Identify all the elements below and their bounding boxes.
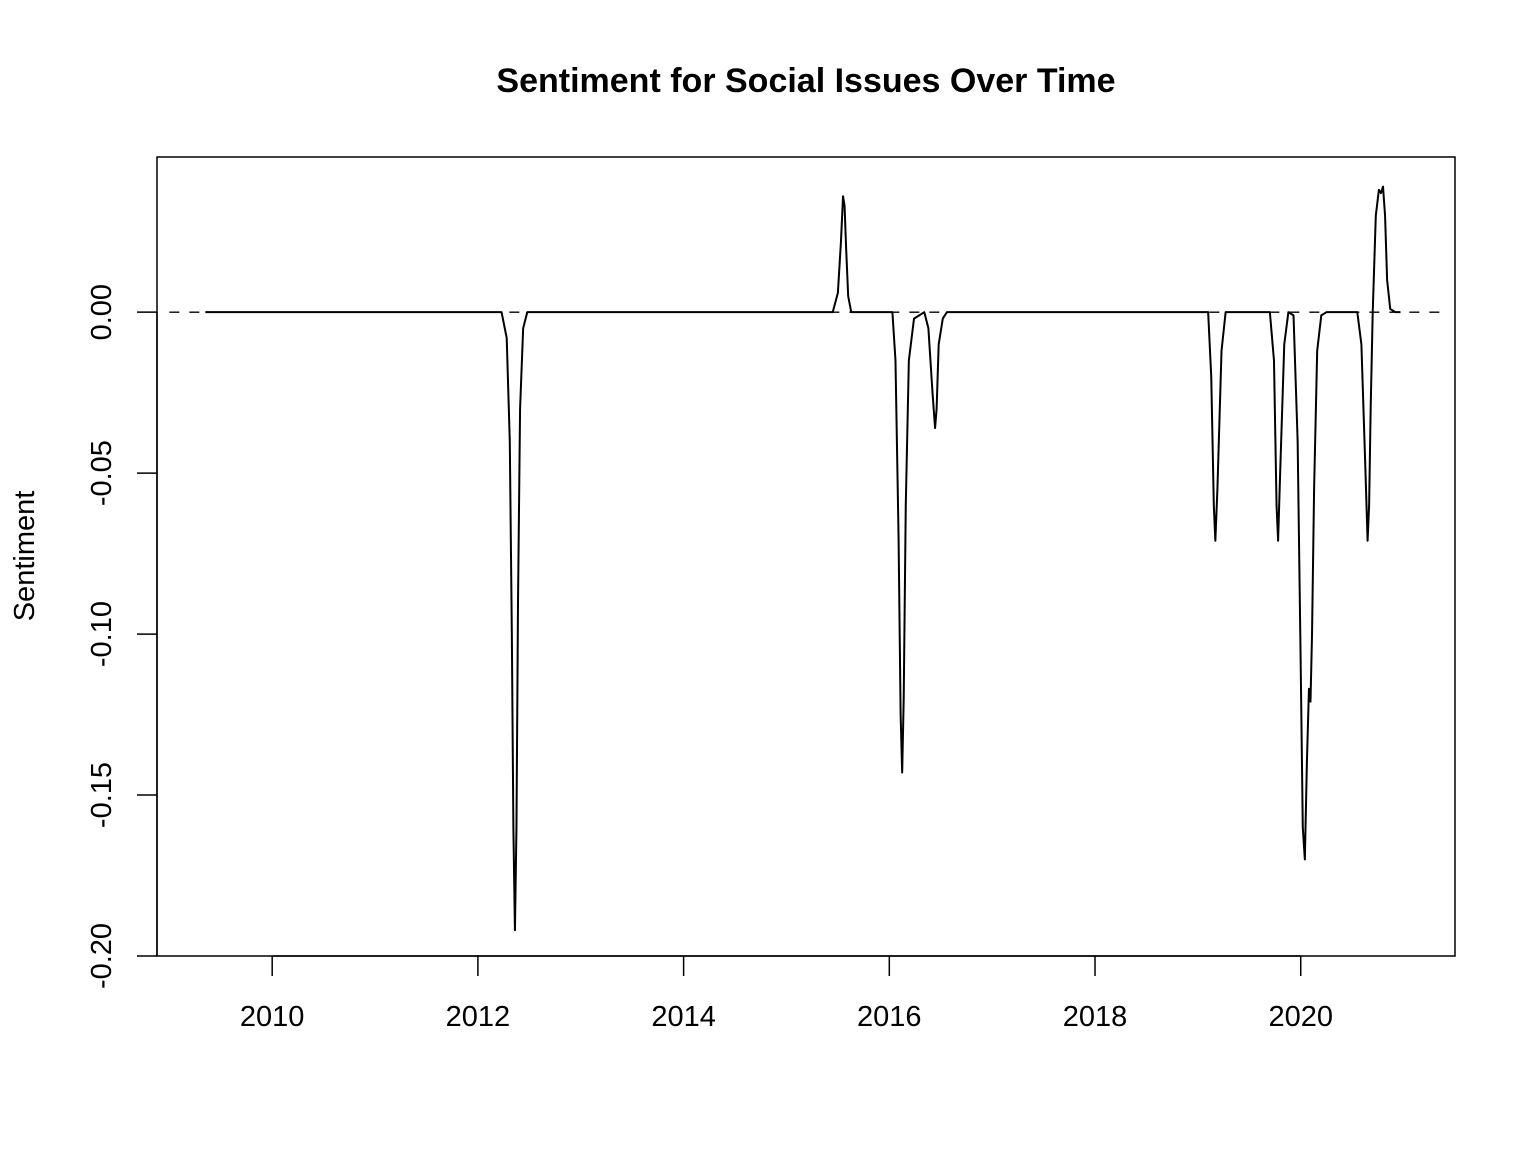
x-tick-label-2016: 2016 [857,1001,922,1033]
y-axis: 0.00 -0.05 -0.10 -0.15 -0.20 [86,284,158,989]
chart-title: Sentiment for Social Issues Over Time [496,62,1115,100]
y-tick-label--0.10: -0.10 [86,601,118,667]
y-tick-label--0.20: -0.20 [86,923,118,989]
x-tick-label-2014: 2014 [651,1001,716,1033]
x-tick-label-2020: 2020 [1268,1001,1333,1033]
sentiment-series-line-0 [205,185,1401,932]
y-tick-label-0.00: 0.00 [86,284,118,340]
y-tick-label--0.15: -0.15 [86,762,118,828]
plot-area [169,185,1445,932]
x-tick-label-2010: 2010 [240,1001,305,1033]
y-tick-label--0.05: -0.05 [86,440,118,506]
x-tick-label-2018: 2018 [1063,1001,1128,1033]
x-tick-label-2012: 2012 [446,1001,511,1033]
y-axis-label: Sentiment [9,491,41,622]
x-axis: 2010 2012 2014 2016 2018 2020 [240,955,1333,1033]
